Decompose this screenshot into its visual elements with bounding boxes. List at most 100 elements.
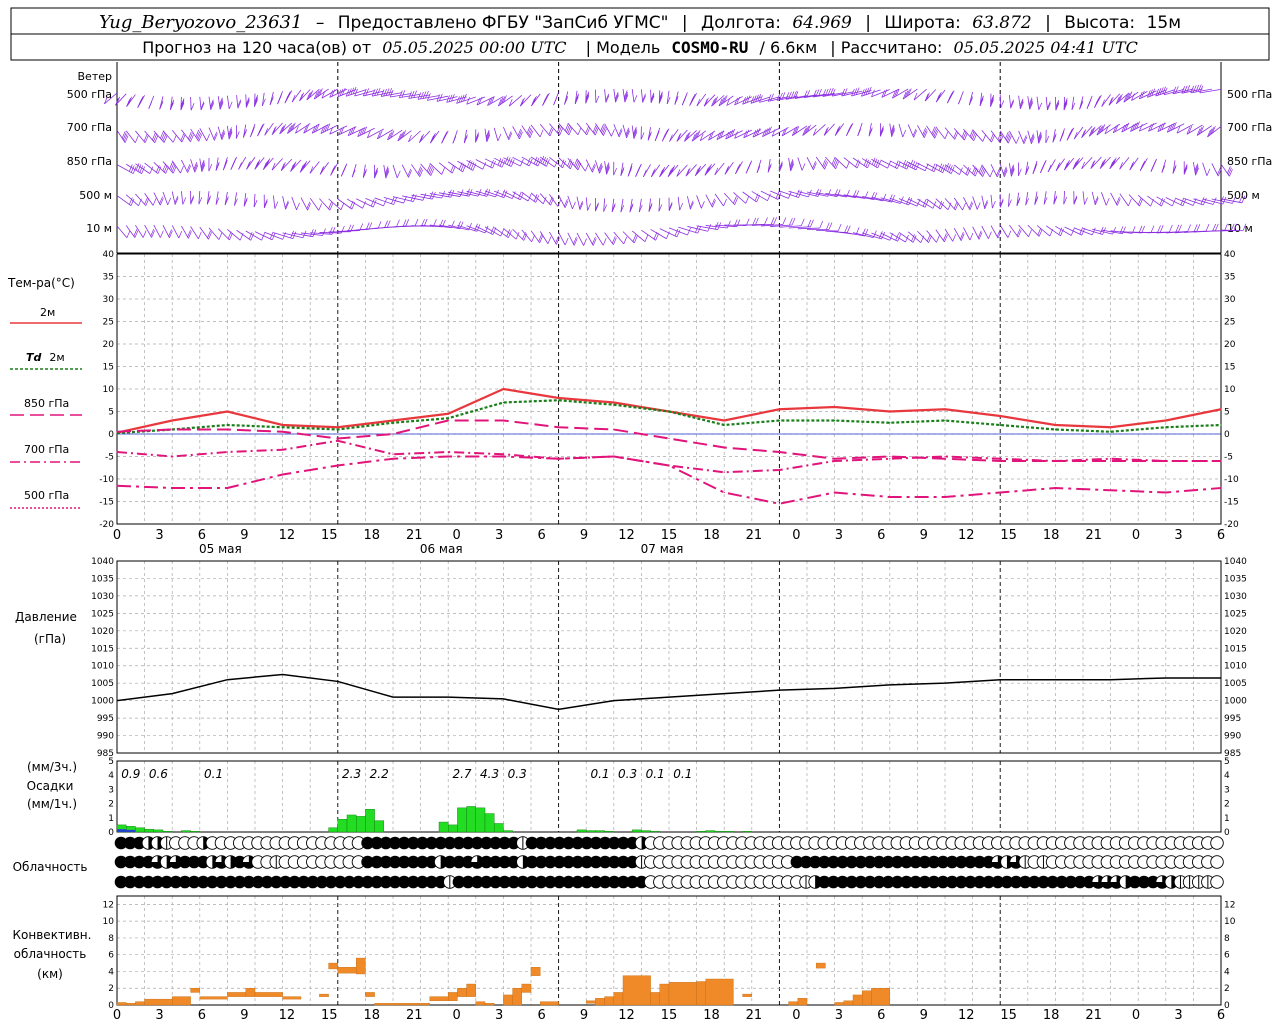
- wind-barb: [638, 198, 642, 213]
- temp-ytick-right: -10: [1224, 475, 1239, 485]
- wind-barb-feather: [997, 230, 1002, 239]
- wind-barb-feather: [892, 91, 896, 99]
- wind-barb-feather: [1138, 91, 1143, 100]
- wind-barb-feather: [141, 166, 145, 174]
- wind-barb-feather: [244, 197, 248, 205]
- convective-bar: [171, 996, 191, 1006]
- svg-text:Yug_Beryozovo_23631 –: Yug_Beryozovo_23631 – Предоставлено ФГБУ…: [99, 12, 1181, 33]
- wind-barb-feather: [441, 167, 446, 175]
- wind-barb-feather: [1148, 124, 1152, 132]
- wind-barb-feather: [331, 227, 336, 235]
- cloud-cover-symbol: [452, 855, 466, 869]
- wind-barb-feather: [782, 217, 787, 225]
- wind-barb-feather: [1017, 230, 1022, 238]
- wind-barb-feather: [744, 96, 749, 104]
- wind-barb-feather: [1010, 99, 1014, 107]
- wind-barb-feather: [990, 94, 995, 103]
- wind-barb-feather: [1129, 162, 1134, 171]
- temp-xtick-label: 3: [495, 528, 503, 543]
- temp-point: [889, 455, 891, 458]
- wind-barb: [171, 129, 183, 143]
- cloud-overcast-icon: [945, 875, 959, 889]
- pres-ytick-left: 1040: [91, 557, 114, 567]
- wind-barb-feather: [251, 126, 255, 134]
- wind-barb: [576, 122, 588, 136]
- wind-barb-feather: [664, 129, 669, 137]
- wind-barb-feather: [835, 126, 840, 135]
- wind-barb-feather: [430, 168, 435, 176]
- wind-barb-feather: [714, 96, 718, 104]
- precip-bar: [742, 831, 752, 833]
- wind-barb-feather: [362, 88, 367, 97]
- temp-point: [171, 455, 173, 458]
- temp-point: [613, 428, 615, 431]
- wind-barb-feather: [931, 126, 936, 134]
- wind-barb-feather: [660, 168, 665, 176]
- wind-barb-feather: [693, 132, 698, 141]
- wind-barb-feather: [981, 168, 985, 176]
- cloud-overcast-icon: [909, 875, 922, 889]
- convective-bar: [622, 975, 651, 1006]
- wind-barb-feather: [486, 131, 490, 139]
- wind-barb-feather: [124, 135, 129, 143]
- cloud-overcast-icon: [607, 855, 621, 869]
- temp-ytick-right: 15: [1224, 363, 1235, 373]
- wind-barb: [880, 197, 901, 204]
- wind-barb-feather: [807, 219, 812, 228]
- wind-barb-feather: [206, 197, 211, 205]
- cloud-cover-symbol: [607, 855, 621, 869]
- wind-barb-feather: [970, 130, 975, 139]
- wind-barb: [227, 229, 241, 241]
- wind-barb-feather: [128, 96, 132, 104]
- cloud-overcast-icon: [425, 855, 438, 869]
- cloud-cover-symbol: [269, 875, 283, 889]
- wind-barb: [381, 92, 403, 97]
- cloud-cover-symbol: [461, 855, 475, 869]
- convective-bar: [530, 967, 541, 976]
- wind-barb: [567, 195, 573, 209]
- wind-barb-feather: [1033, 163, 1038, 171]
- cloud-overcast-icon: [397, 836, 411, 850]
- wind-barb: [696, 93, 707, 107]
- cloud-cover-symbol: [964, 855, 977, 869]
- cloud-cover-symbol: [991, 875, 1005, 889]
- wind-barb: [401, 164, 409, 178]
- svg-text:(мм/1ч.): (мм/1ч.): [27, 797, 77, 811]
- wind-barb: [990, 130, 1001, 143]
- wind-barb-feather: [658, 204, 663, 212]
- wind-barb-feather: [924, 200, 929, 208]
- wind-barb-feather: [613, 167, 617, 176]
- wind-barb: [862, 195, 883, 202]
- wind-barb: [1202, 198, 1224, 205]
- cloud-cover-symbol: [543, 855, 557, 869]
- wind-barb-feather: [254, 94, 258, 103]
- wind-barb-feather: [936, 93, 941, 101]
- cloud-cover-symbol: [416, 836, 429, 850]
- wind-barb: [116, 225, 128, 239]
- wind-barb: [926, 125, 936, 139]
- wind-barb-feather: [1183, 164, 1188, 172]
- wind-barb-feather: [767, 94, 772, 102]
- temp-point: [723, 491, 725, 494]
- wind-barb-feather: [982, 169, 987, 177]
- wind-level-label: 500 гПа: [1227, 88, 1272, 101]
- wind-barb-feather: [1104, 126, 1109, 134]
- cloud-overcast-icon: [881, 875, 895, 889]
- wind-barb-feather: [363, 126, 368, 134]
- wind-barb-feather: [790, 163, 795, 172]
- wind-barb-feather: [690, 202, 694, 210]
- convective-bar: [125, 1003, 136, 1006]
- wind-barb: [935, 126, 946, 140]
- cloud-overcast-icon: [617, 855, 630, 869]
- wind-barb-feather: [1162, 86, 1166, 94]
- wind-barb-feather: [1111, 158, 1116, 167]
- cloud-overcast-icon: [452, 855, 466, 869]
- wind-barb-feather: [689, 200, 694, 208]
- cloud-cover-symbol: [452, 836, 466, 850]
- wind-barb-feather: [564, 237, 569, 246]
- wind-barb-feather: [650, 169, 655, 178]
- wind-barb-feather: [1003, 169, 1008, 177]
- wind-barb: [1081, 156, 1093, 170]
- cloud-overcast-icon: [233, 875, 247, 889]
- wind-barb-feather: [802, 128, 806, 136]
